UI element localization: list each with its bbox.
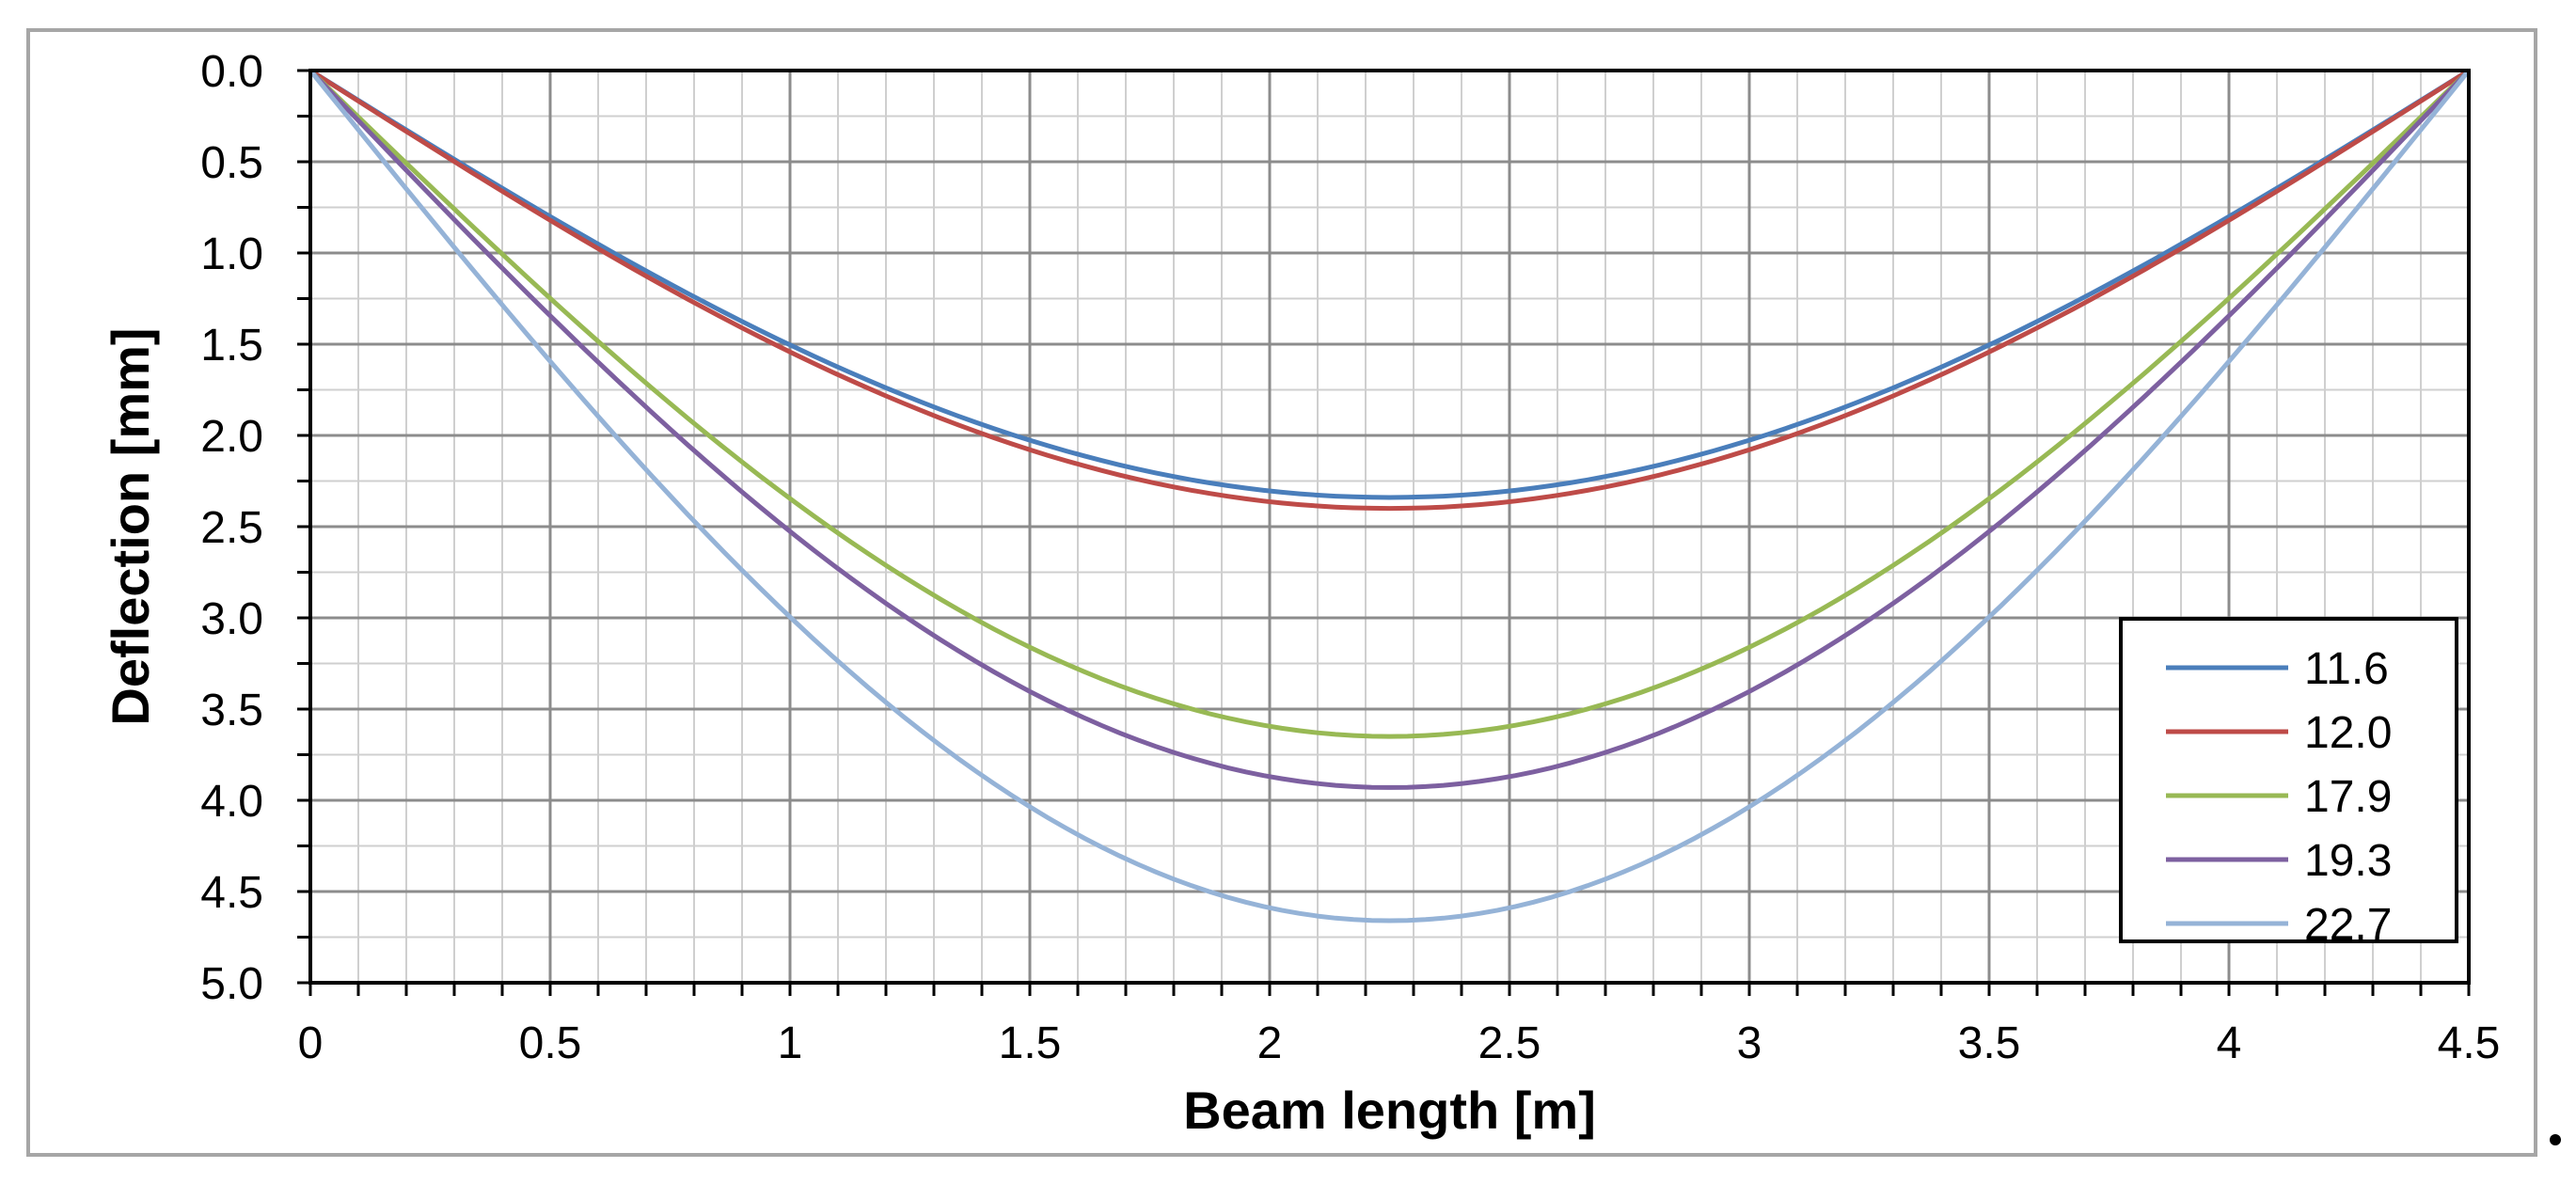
y-tick-label: 0.5 (200, 138, 263, 188)
legend-label: 12.0 (2304, 708, 2392, 758)
trailing-period (2550, 1134, 2561, 1145)
x-tick-label: 2 (1257, 1018, 1283, 1068)
y-tick-label: 5.0 (200, 959, 263, 1009)
series-line-19-3 (308, 69, 2471, 790)
x-tick-label: 0.5 (519, 1018, 582, 1068)
y-tick-label: 3.5 (200, 686, 263, 735)
series-lines (308, 68, 2471, 924)
legend-items: 11.6 12.0 17.9 19.3 22.7 (2166, 644, 2392, 950)
series-line-22-7 (308, 69, 2471, 924)
y-tick-label: 4.5 (200, 868, 263, 918)
x-tick-label: 0 (298, 1018, 324, 1068)
y-axis-ticks: 0.0 0.5 1.0 1.5 2.0 2.5 3.0 3.5 4.0 4.5 5.0 (200, 47, 310, 1009)
x-tick-label: 1 (778, 1018, 803, 1068)
y-axis-title: Deflection [mm] (101, 327, 160, 725)
x-axis-title: Beam length [m] (1183, 1081, 1596, 1140)
legend-label: 11.6 (2304, 644, 2389, 694)
legend-label: 17.9 (2304, 772, 2392, 822)
y-tick-label: 2.0 (200, 412, 263, 462)
legend-box (2119, 617, 2458, 943)
x-tick-label: 1.5 (999, 1018, 1062, 1068)
y-tick-label: 0.0 (200, 47, 263, 97)
x-tick-label: 4 (2217, 1018, 2242, 1068)
x-tick-label: 4.5 (2438, 1018, 2501, 1068)
chart-frame (26, 28, 2537, 1157)
legend: 11.6 12.0 17.9 19.3 22.7 (2119, 617, 2458, 950)
y-tick-label: 4.0 (200, 777, 263, 827)
series-line-12-0 (308, 68, 2471, 512)
legend-label: 22.7 (2304, 900, 2392, 950)
series-line-11-6 (308, 68, 2471, 500)
x-tick-label: 3 (1737, 1018, 1762, 1068)
legend-label: 19.3 (2304, 836, 2392, 886)
x-tick-label: 3.5 (1958, 1018, 2021, 1068)
y-tick-label: 3.0 (200, 594, 263, 644)
x-axis-ticks: 0 0.5 1 1.5 2 2.5 3 3.5 4 4.5 (298, 983, 2501, 1068)
x-tick-label: 2.5 (1478, 1018, 1541, 1068)
y-tick-label: 2.5 (200, 503, 263, 553)
y-tick-label: 1.5 (200, 321, 263, 371)
y-tick-label: 1.0 (200, 229, 263, 279)
series-line-17-9 (308, 69, 2471, 739)
